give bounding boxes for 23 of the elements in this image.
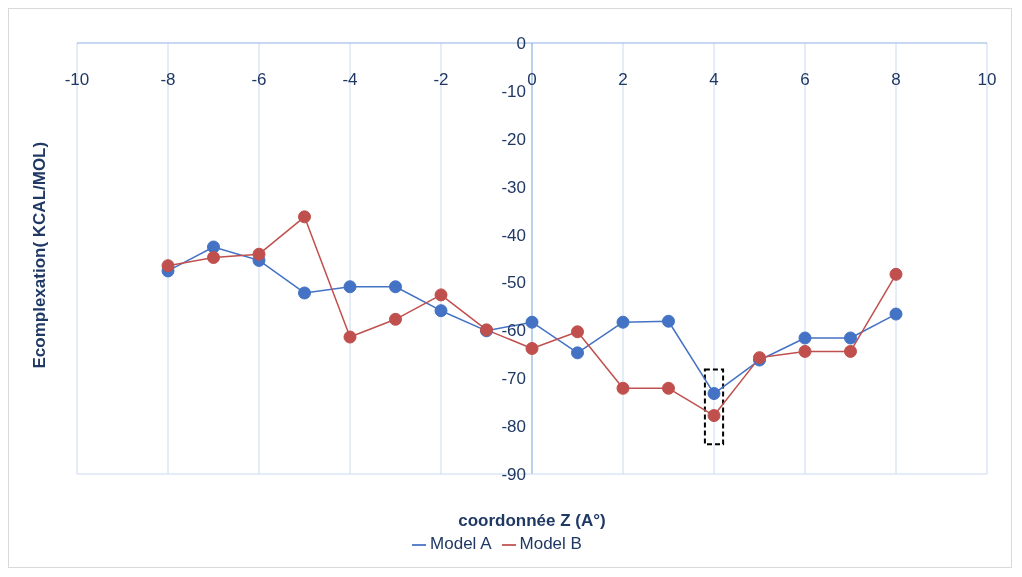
x-tick-label: 4 — [709, 70, 719, 90]
x-tick-label: -2 — [433, 70, 449, 90]
y-axis-title: Ecomplexation( KCAL/MOL) — [30, 141, 50, 369]
y-tick-label: -90 — [501, 465, 526, 485]
legend-label: Model A — [430, 534, 492, 553]
y-tick-label: -80 — [501, 417, 526, 437]
y-tick-label: -20 — [501, 129, 526, 149]
y-tick-label: -40 — [501, 225, 526, 245]
x-tick-label: -4 — [342, 70, 358, 90]
y-tick-label: -50 — [501, 273, 526, 293]
x-axis-title: coordonnée Z (A°) — [458, 511, 606, 530]
x-tick-label: 8 — [891, 70, 901, 90]
y-tick-label: -70 — [501, 369, 526, 389]
x-tick-label: -8 — [160, 70, 176, 90]
x-tick-label: 10 — [977, 70, 997, 90]
x-tick-label: -10 — [64, 70, 90, 90]
x-tick-label: 6 — [800, 70, 810, 90]
legend-label: Model B — [519, 534, 582, 553]
y-tick-label: -60 — [501, 321, 526, 341]
y-tick-label: 0 — [516, 34, 526, 54]
y-tick-label: -30 — [501, 177, 526, 197]
x-tick-label: 2 — [618, 70, 628, 90]
x-tick-label: -6 — [251, 70, 267, 90]
